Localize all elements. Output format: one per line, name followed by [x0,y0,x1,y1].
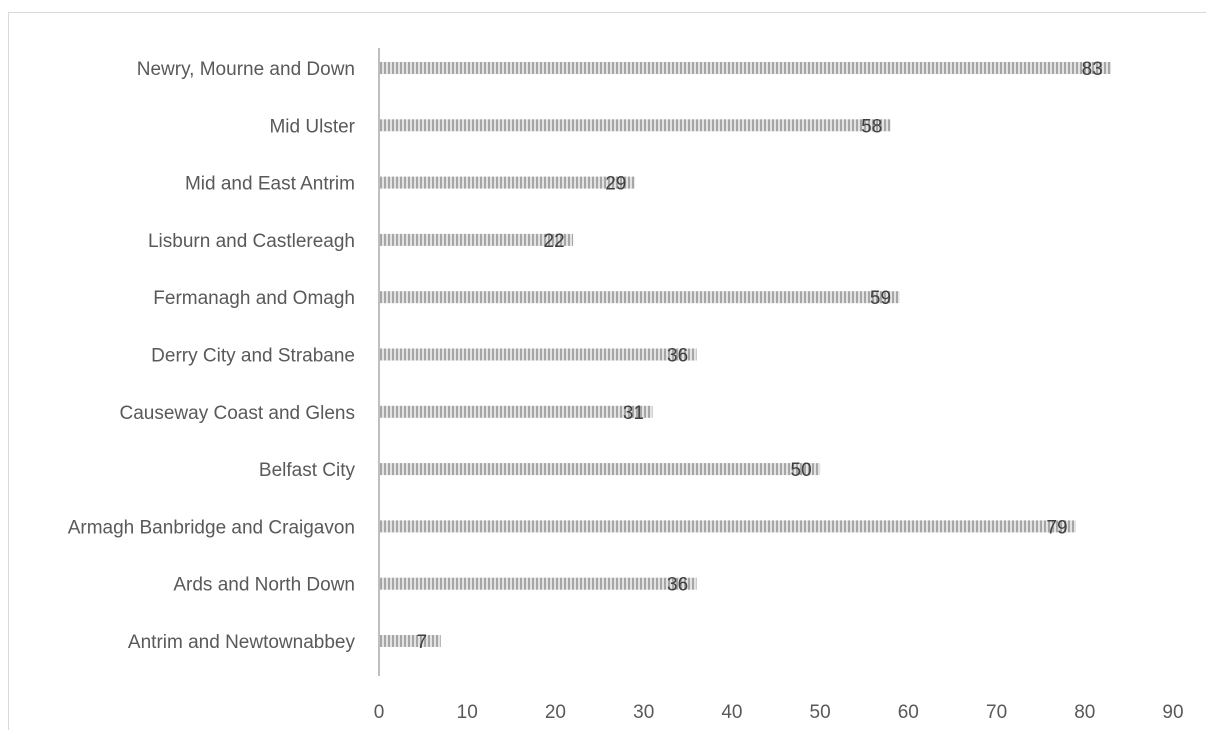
category-label: Causeway Coast and Glens [119,403,355,424]
x-tick-label: 50 [810,702,831,723]
data-label: 7 [417,632,428,653]
data-label: 36 [667,575,688,596]
bar [379,463,821,476]
data-label: 22 [544,231,565,252]
bars-layer [379,62,1112,647]
data-label: 58 [861,116,882,137]
data-label: 36 [667,346,688,367]
category-label: Derry City and Strabane [151,346,355,367]
bar [379,62,1112,74]
category-label: Antrim and Newtownabbey [128,632,356,653]
category-label: Ards and North Down [173,575,355,596]
x-tick-label: 80 [1074,702,1095,723]
labels-layer: Antrim and Newtownabbey 7 Ards and North D… [68,59,1184,723]
x-tick-label: 70 [986,702,1007,723]
bar [379,348,697,361]
bar [379,635,441,647]
bar [379,520,1076,533]
data-label: 83 [1082,59,1103,80]
chart-frame [8,12,1206,730]
category-label: Lisburn and Castlereagh [148,231,355,252]
category-label: Mid Ulster [269,116,355,137]
data-label: 59 [870,288,891,309]
x-tick-label: 10 [457,702,478,723]
category-label: Fermanagh and Omagh [153,288,355,309]
data-label: 50 [791,460,812,481]
data-label: 29 [605,174,626,195]
bar [379,405,653,418]
x-tick-label: 40 [721,702,742,723]
category-label: Newry, Mourne and Down [137,59,355,80]
x-tick-label: 90 [1162,702,1183,723]
x-tick-label: 30 [633,702,654,723]
x-tick-label: 60 [898,702,919,723]
bar [379,577,697,590]
x-tick-label: 0 [374,702,385,723]
category-label: Mid and East Antrim [185,174,355,195]
bar [379,119,891,132]
category-label: Belfast City [259,460,356,481]
data-label: 79 [1046,517,1067,538]
data-label: 31 [623,403,644,424]
bar [379,176,635,189]
category-label: Armagh Banbridge and Craigavon [68,517,355,538]
bar [379,291,900,304]
x-tick-label: 20 [545,702,566,723]
bar [379,233,574,246]
